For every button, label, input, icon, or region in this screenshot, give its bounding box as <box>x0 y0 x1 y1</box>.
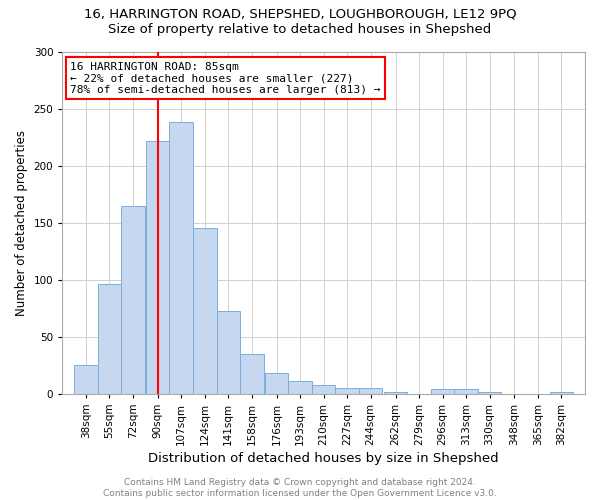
Bar <box>169 122 193 394</box>
Bar <box>265 374 289 394</box>
Bar <box>217 310 240 394</box>
Bar <box>478 392 502 394</box>
Text: 16, HARRINGTON ROAD, SHEPSHED, LOUGHBOROUGH, LE12 9PQ: 16, HARRINGTON ROAD, SHEPSHED, LOUGHBORO… <box>83 8 517 20</box>
Bar <box>454 390 478 394</box>
Text: Size of property relative to detached houses in Shepshed: Size of property relative to detached ho… <box>109 22 491 36</box>
Y-axis label: Number of detached properties: Number of detached properties <box>15 130 28 316</box>
Text: 16 HARRINGTON ROAD: 85sqm
← 22% of detached houses are smaller (227)
78% of semi: 16 HARRINGTON ROAD: 85sqm ← 22% of detac… <box>70 62 380 95</box>
Bar <box>193 228 217 394</box>
Bar <box>431 390 454 394</box>
Bar <box>146 140 169 394</box>
Bar <box>74 366 98 394</box>
Bar <box>98 284 121 394</box>
Bar <box>289 382 312 394</box>
Text: Contains HM Land Registry data © Crown copyright and database right 2024.
Contai: Contains HM Land Registry data © Crown c… <box>103 478 497 498</box>
Bar <box>359 388 382 394</box>
Bar <box>121 206 145 394</box>
Bar <box>335 388 359 394</box>
X-axis label: Distribution of detached houses by size in Shepshed: Distribution of detached houses by size … <box>148 452 499 465</box>
Bar <box>312 385 335 394</box>
Bar <box>240 354 263 394</box>
Bar <box>550 392 573 394</box>
Bar <box>384 392 407 394</box>
